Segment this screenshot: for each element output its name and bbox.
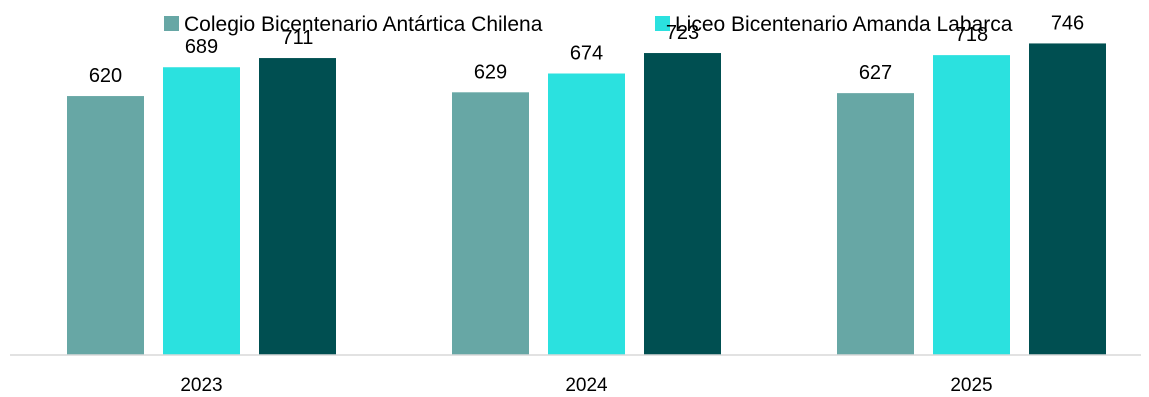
legend-label: Colegio Bicentenario Antártica Chilena xyxy=(184,13,543,36)
data-label-2025-series-3: 746 xyxy=(1051,12,1084,34)
legend-swatch xyxy=(164,16,179,31)
bar-2024-series-2 xyxy=(548,73,625,355)
x-tick-label: 2025 xyxy=(950,375,992,396)
bar-2023-series-2 xyxy=(163,67,240,355)
bar-2024-series-3 xyxy=(644,53,721,356)
legend-label: Liceo Bicentenario Amanda Labarca xyxy=(675,13,1013,36)
bar-2025-series-2 xyxy=(933,55,1010,355)
legend: Colegio Bicentenario Antártica Chilena Li… xyxy=(164,13,1013,36)
data-label-2023-series-2: 689 xyxy=(185,36,218,58)
bar-2023-series-1 xyxy=(67,96,144,355)
data-label-2024-series-3: 723 xyxy=(666,22,699,44)
value-labels: 620 689 711 629 674 723 627 718 746 xyxy=(89,12,1084,87)
bar-2024-series-1 xyxy=(452,92,529,356)
bar-2023-series-3 xyxy=(259,58,336,355)
x-tick-label: 2024 xyxy=(565,375,608,396)
data-label-2024-series-1: 629 xyxy=(474,61,507,83)
data-label-2025-series-1: 627 xyxy=(859,62,892,84)
data-label-2025-series-2: 718 xyxy=(955,24,988,46)
data-label-2024-series-2: 674 xyxy=(570,43,603,65)
bar-2025-series-1 xyxy=(837,93,914,356)
x-tick-label: 2023 xyxy=(180,375,222,396)
data-label-2023-series-1: 620 xyxy=(89,65,122,87)
legend-swatch xyxy=(655,16,670,31)
bars xyxy=(67,43,1106,356)
bar-2025-series-3 xyxy=(1029,43,1106,355)
x-tick-labels: 2023 2024 2025 xyxy=(180,375,992,396)
data-label-2023-series-3: 711 xyxy=(282,27,314,49)
